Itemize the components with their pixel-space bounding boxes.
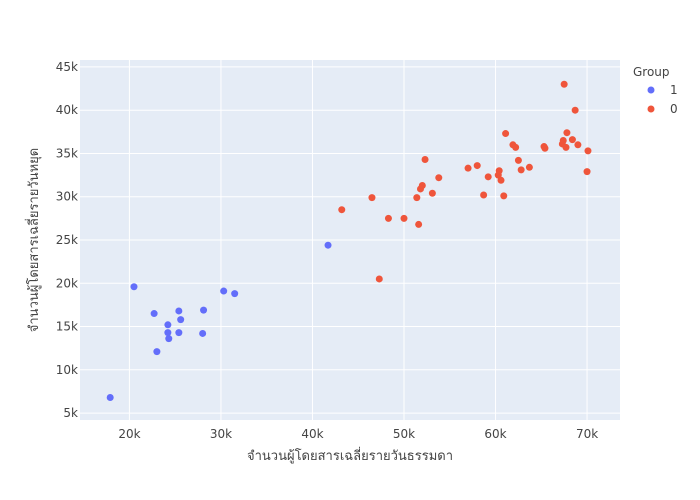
- point-group-0[interactable]: [480, 191, 488, 199]
- x-tick-label: 20k: [118, 427, 140, 441]
- point-group-0[interactable]: [375, 275, 383, 283]
- point-group-0[interactable]: [562, 143, 570, 151]
- point-group-0[interactable]: [421, 156, 429, 164]
- legend-marker-group-0: [647, 105, 655, 113]
- point-group-0[interactable]: [525, 163, 533, 171]
- point-group-0[interactable]: [541, 144, 549, 152]
- point-group-0[interactable]: [484, 173, 492, 181]
- point-group-0[interactable]: [497, 176, 505, 184]
- x-tick-labels: 20k 30k 40k 50k 60k 70k: [118, 427, 598, 441]
- point-group-1[interactable]: [200, 306, 208, 314]
- point-group-1[interactable]: [130, 283, 138, 291]
- data-points: [106, 80, 592, 401]
- point-group-0[interactable]: [563, 129, 571, 137]
- point-group-0[interactable]: [428, 189, 436, 197]
- point-group-0[interactable]: [514, 156, 522, 164]
- point-group-0[interactable]: [574, 141, 582, 149]
- legend-label-group-1: 1: [670, 83, 678, 97]
- point-group-1[interactable]: [106, 394, 114, 401]
- y-tick-label: 30k: [56, 190, 78, 204]
- point-group-0[interactable]: [415, 220, 423, 228]
- point-group-0[interactable]: [512, 143, 520, 151]
- y-tick-label: 5k: [63, 406, 78, 420]
- point-group-0[interactable]: [517, 166, 525, 174]
- point-group-0[interactable]: [560, 80, 568, 88]
- legend-item-group-0[interactable]: 0: [647, 102, 678, 116]
- point-group-0[interactable]: [435, 174, 443, 182]
- y-tick-labels: 5k 10k 15k 20k 25k 30k 35k 40k 45k: [56, 60, 78, 420]
- point-group-0[interactable]: [500, 192, 508, 200]
- legend-title: Group: [633, 65, 670, 79]
- point-group-1[interactable]: [164, 329, 172, 337]
- x-tick-label: 70k: [576, 427, 598, 441]
- point-group-1[interactable]: [177, 316, 185, 324]
- point-group-1[interactable]: [220, 287, 228, 295]
- y-tick-label: 20k: [56, 276, 78, 290]
- point-group-1[interactable]: [175, 307, 183, 315]
- point-group-0[interactable]: [464, 164, 472, 172]
- point-group-0[interactable]: [559, 136, 567, 144]
- y-tick-label: 45k: [56, 60, 78, 74]
- x-tick-label: 60k: [484, 427, 506, 441]
- x-tick-label: 40k: [301, 427, 323, 441]
- x-tick-label: 50k: [393, 427, 415, 441]
- x-tick-label: 30k: [210, 427, 232, 441]
- y-tick-label: 35k: [56, 146, 78, 160]
- y-tick-label: 40k: [56, 103, 78, 117]
- legend: Group 1 0: [633, 65, 678, 116]
- point-group-0[interactable]: [502, 130, 510, 138]
- point-group-0[interactable]: [338, 206, 346, 214]
- point-group-1[interactable]: [199, 329, 207, 337]
- point-group-0[interactable]: [473, 162, 481, 170]
- point-group-1[interactable]: [165, 335, 173, 343]
- point-group-1[interactable]: [164, 321, 172, 329]
- legend-marker-group-1: [647, 86, 655, 94]
- legend-item-group-1[interactable]: 1: [647, 83, 678, 97]
- point-group-1[interactable]: [324, 241, 332, 249]
- point-group-0[interactable]: [495, 167, 503, 175]
- point-group-0[interactable]: [400, 214, 408, 222]
- point-group-0[interactable]: [418, 181, 426, 189]
- y-tick-label: 10k: [56, 363, 78, 377]
- x-axis-title: จำนวนผู้โดยสารเฉลี่ยรายวันธรรมดา: [247, 447, 453, 464]
- point-group-0[interactable]: [571, 106, 579, 114]
- legend-label-group-0: 0: [670, 102, 678, 116]
- point-group-0[interactable]: [384, 214, 392, 222]
- y-tick-label: 15k: [56, 320, 78, 334]
- point-group-0[interactable]: [368, 194, 376, 202]
- point-group-0[interactable]: [568, 136, 576, 144]
- point-group-0[interactable]: [583, 168, 591, 176]
- point-group-1[interactable]: [231, 290, 239, 298]
- y-tick-label: 25k: [56, 233, 78, 247]
- point-group-1[interactable]: [175, 329, 183, 337]
- y-axis-title: จำนวนผู้โดยสารเฉลี่ยรายวันหยุด: [25, 148, 42, 332]
- point-group-1[interactable]: [150, 310, 158, 318]
- point-group-0[interactable]: [413, 194, 421, 202]
- point-group-0[interactable]: [584, 147, 592, 155]
- point-group-1[interactable]: [153, 348, 161, 356]
